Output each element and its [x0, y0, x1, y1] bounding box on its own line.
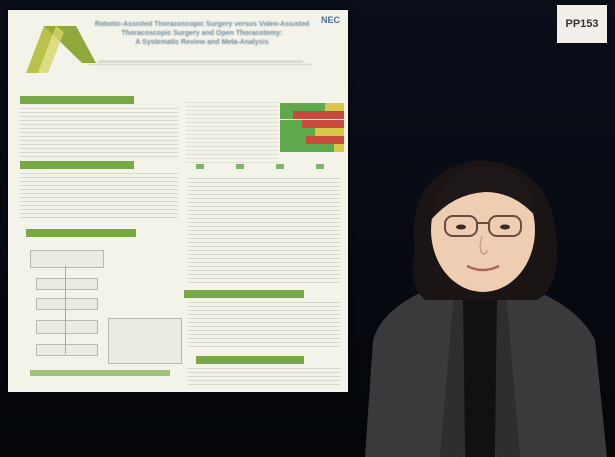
flow-box-2: [36, 278, 98, 290]
discussion-text-block: [188, 302, 340, 348]
poster-board-number-tag: PP153: [557, 5, 607, 43]
bias-bar: [280, 136, 344, 145]
risk-of-bias-bars: [280, 103, 344, 161]
flow-box-3: [36, 298, 98, 310]
flow-box-5: [36, 344, 98, 356]
methods-text-block: [20, 173, 178, 221]
bias-bar: [280, 111, 344, 120]
bias-bar: [280, 144, 344, 153]
poster-title-line-2: Thoracoscopic Surgery and Open Thoracoto…: [121, 30, 283, 37]
poster-title: Robotic-Assisted Thoracoscopic Surgery v…: [70, 20, 334, 47]
bias-legend: [196, 164, 336, 169]
poster-brand-logo: NEC: [320, 15, 340, 25]
results-text-block: [188, 178, 340, 286]
background-text-block: [20, 108, 178, 158]
section-header-conclusion: [196, 356, 304, 364]
board-number-text: PP153: [565, 18, 599, 30]
research-poster: NEC Robotic-Assisted Thoracoscopic Surge…: [8, 10, 348, 392]
section-header-flow: [26, 229, 136, 237]
conclusion-text-block: [188, 368, 340, 386]
poster-title-line-3: A Systematic Review and Meta-Analysis: [135, 39, 269, 46]
poster-title-line-1: Robotic-Assisted Thoracoscopic Surgery v…: [94, 21, 310, 28]
bias-bar: [280, 127, 344, 136]
section-header-methods: [20, 161, 134, 169]
flow-footer-bar: [30, 370, 170, 376]
flow-box-side: [108, 318, 182, 364]
bias-bar: [280, 103, 344, 111]
flow-box-1: [30, 250, 104, 268]
bias-bar: [280, 119, 344, 128]
poster-logo-icon: [26, 26, 96, 73]
flow-connector: [65, 266, 66, 354]
poster-authors-blurred: [78, 59, 323, 69]
bias-labels-block: [186, 102, 278, 164]
flow-box-4: [36, 320, 98, 334]
presenter-person: [365, 160, 607, 457]
section-header-results: [184, 290, 304, 298]
section-header-background: [20, 96, 134, 104]
